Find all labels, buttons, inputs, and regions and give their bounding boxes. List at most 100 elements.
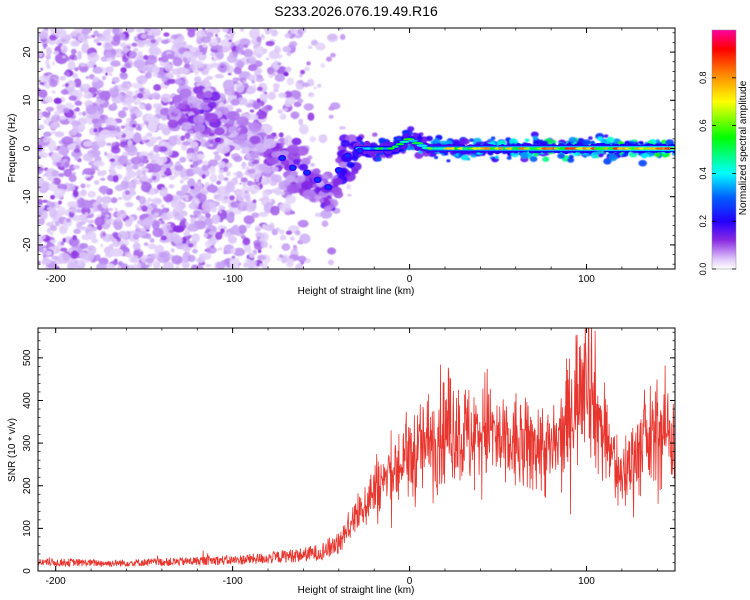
noise-blob [86,183,91,188]
noise-blob [49,80,58,88]
snr-frame [37,327,676,572]
signal-blob [286,144,300,154]
noise-blob [64,161,70,168]
signal-blob [265,172,272,178]
noise-blob [210,62,220,68]
colorbar-tick-label: 0.2 [698,215,708,228]
noise-blob [347,194,352,197]
noise-blob [315,42,326,51]
noise-blob [107,130,120,138]
noise-blob [232,51,238,57]
noise-blob [61,166,65,171]
signal-blob [421,138,427,143]
signal-blob [509,138,518,145]
noise-blob [38,51,43,57]
noise-blob [142,217,153,227]
noise-blob [166,78,177,84]
noise-blob [252,199,257,204]
noise-blob [201,165,209,172]
noise-blob [94,254,101,262]
noise-blob [248,252,255,259]
noise-blob [284,66,292,73]
noise-blob [111,76,120,84]
y-tick-label: -10 [22,189,33,204]
signal-blob [532,136,539,141]
noise-blob [112,174,119,183]
noise-blob [181,184,190,194]
noise-blob [110,60,121,67]
noise-blob [271,188,275,193]
noise-blob [304,66,310,72]
signal-blob [233,135,245,145]
signal-blob [323,205,332,212]
noise-blob [43,131,52,137]
noise-blob [124,201,134,208]
noise-blob [286,77,295,86]
signal-blob [172,94,183,103]
noise-blob [49,34,57,41]
noise-blob [198,179,201,183]
signal-blob [239,127,249,135]
signal-blob [582,139,591,146]
colorbar-tick-label: 0.8 [698,72,708,85]
noise-blob [260,232,269,242]
noise-blob [113,218,123,231]
signal-blob [178,102,187,110]
noise-blob [76,208,81,213]
noise-blob [125,28,135,33]
noise-blob [255,227,261,232]
noise-blob [289,41,298,48]
noise-blob [272,60,280,71]
noise-blob [196,180,202,186]
noise-blob [117,52,124,58]
ridge-core [408,139,418,142]
noise-blob [59,115,67,121]
noise-blob [84,212,89,217]
noise-blob [283,71,289,77]
ridge-core [387,147,395,150]
noise-blob [248,186,253,191]
noise-blob [185,221,189,226]
noise-blob [140,264,149,269]
signal-blob [270,174,282,183]
noise-blob [53,110,62,115]
noise-blob [257,182,261,186]
colorbar-gradient [711,29,737,270]
signal-blob [490,136,496,140]
signal-blob [333,190,344,199]
noise-blob [146,141,155,147]
noise-blob [80,183,86,189]
noise-blob [240,149,248,154]
noise-blob [99,115,105,120]
noise-blob [78,111,83,116]
noise-blob [190,47,197,53]
noise-blob [317,83,322,89]
signal-blob [182,118,189,123]
noise-blob [220,65,225,69]
colorbar: 0.0 0.2 0.4 0.6 0.8 Normalized spectral ampl… [698,29,749,275]
noise-blob [45,106,55,112]
noise-blob [60,45,65,50]
noise-blob [294,230,301,236]
noise-blob [257,254,267,261]
noise-blob [195,257,205,264]
noise-blob [230,201,241,208]
noise-blob [215,33,218,38]
noise-blob [242,182,247,187]
x-tick-label: 0 [407,576,413,587]
noise-blob [151,197,162,205]
noise-blob [177,36,185,41]
noise-blob [53,97,63,104]
noise-blob [87,190,96,198]
noise-blob [132,82,144,89]
noise-blob [229,30,235,38]
noise-blob [47,140,57,152]
noise-blob [109,87,120,95]
noise-blob [136,51,143,56]
signal-blob [292,159,301,165]
noise-blob [133,59,145,69]
noise-blob [160,93,172,103]
noise-blob [150,39,157,44]
noise-blob [114,48,123,53]
noise-blob [136,175,141,179]
